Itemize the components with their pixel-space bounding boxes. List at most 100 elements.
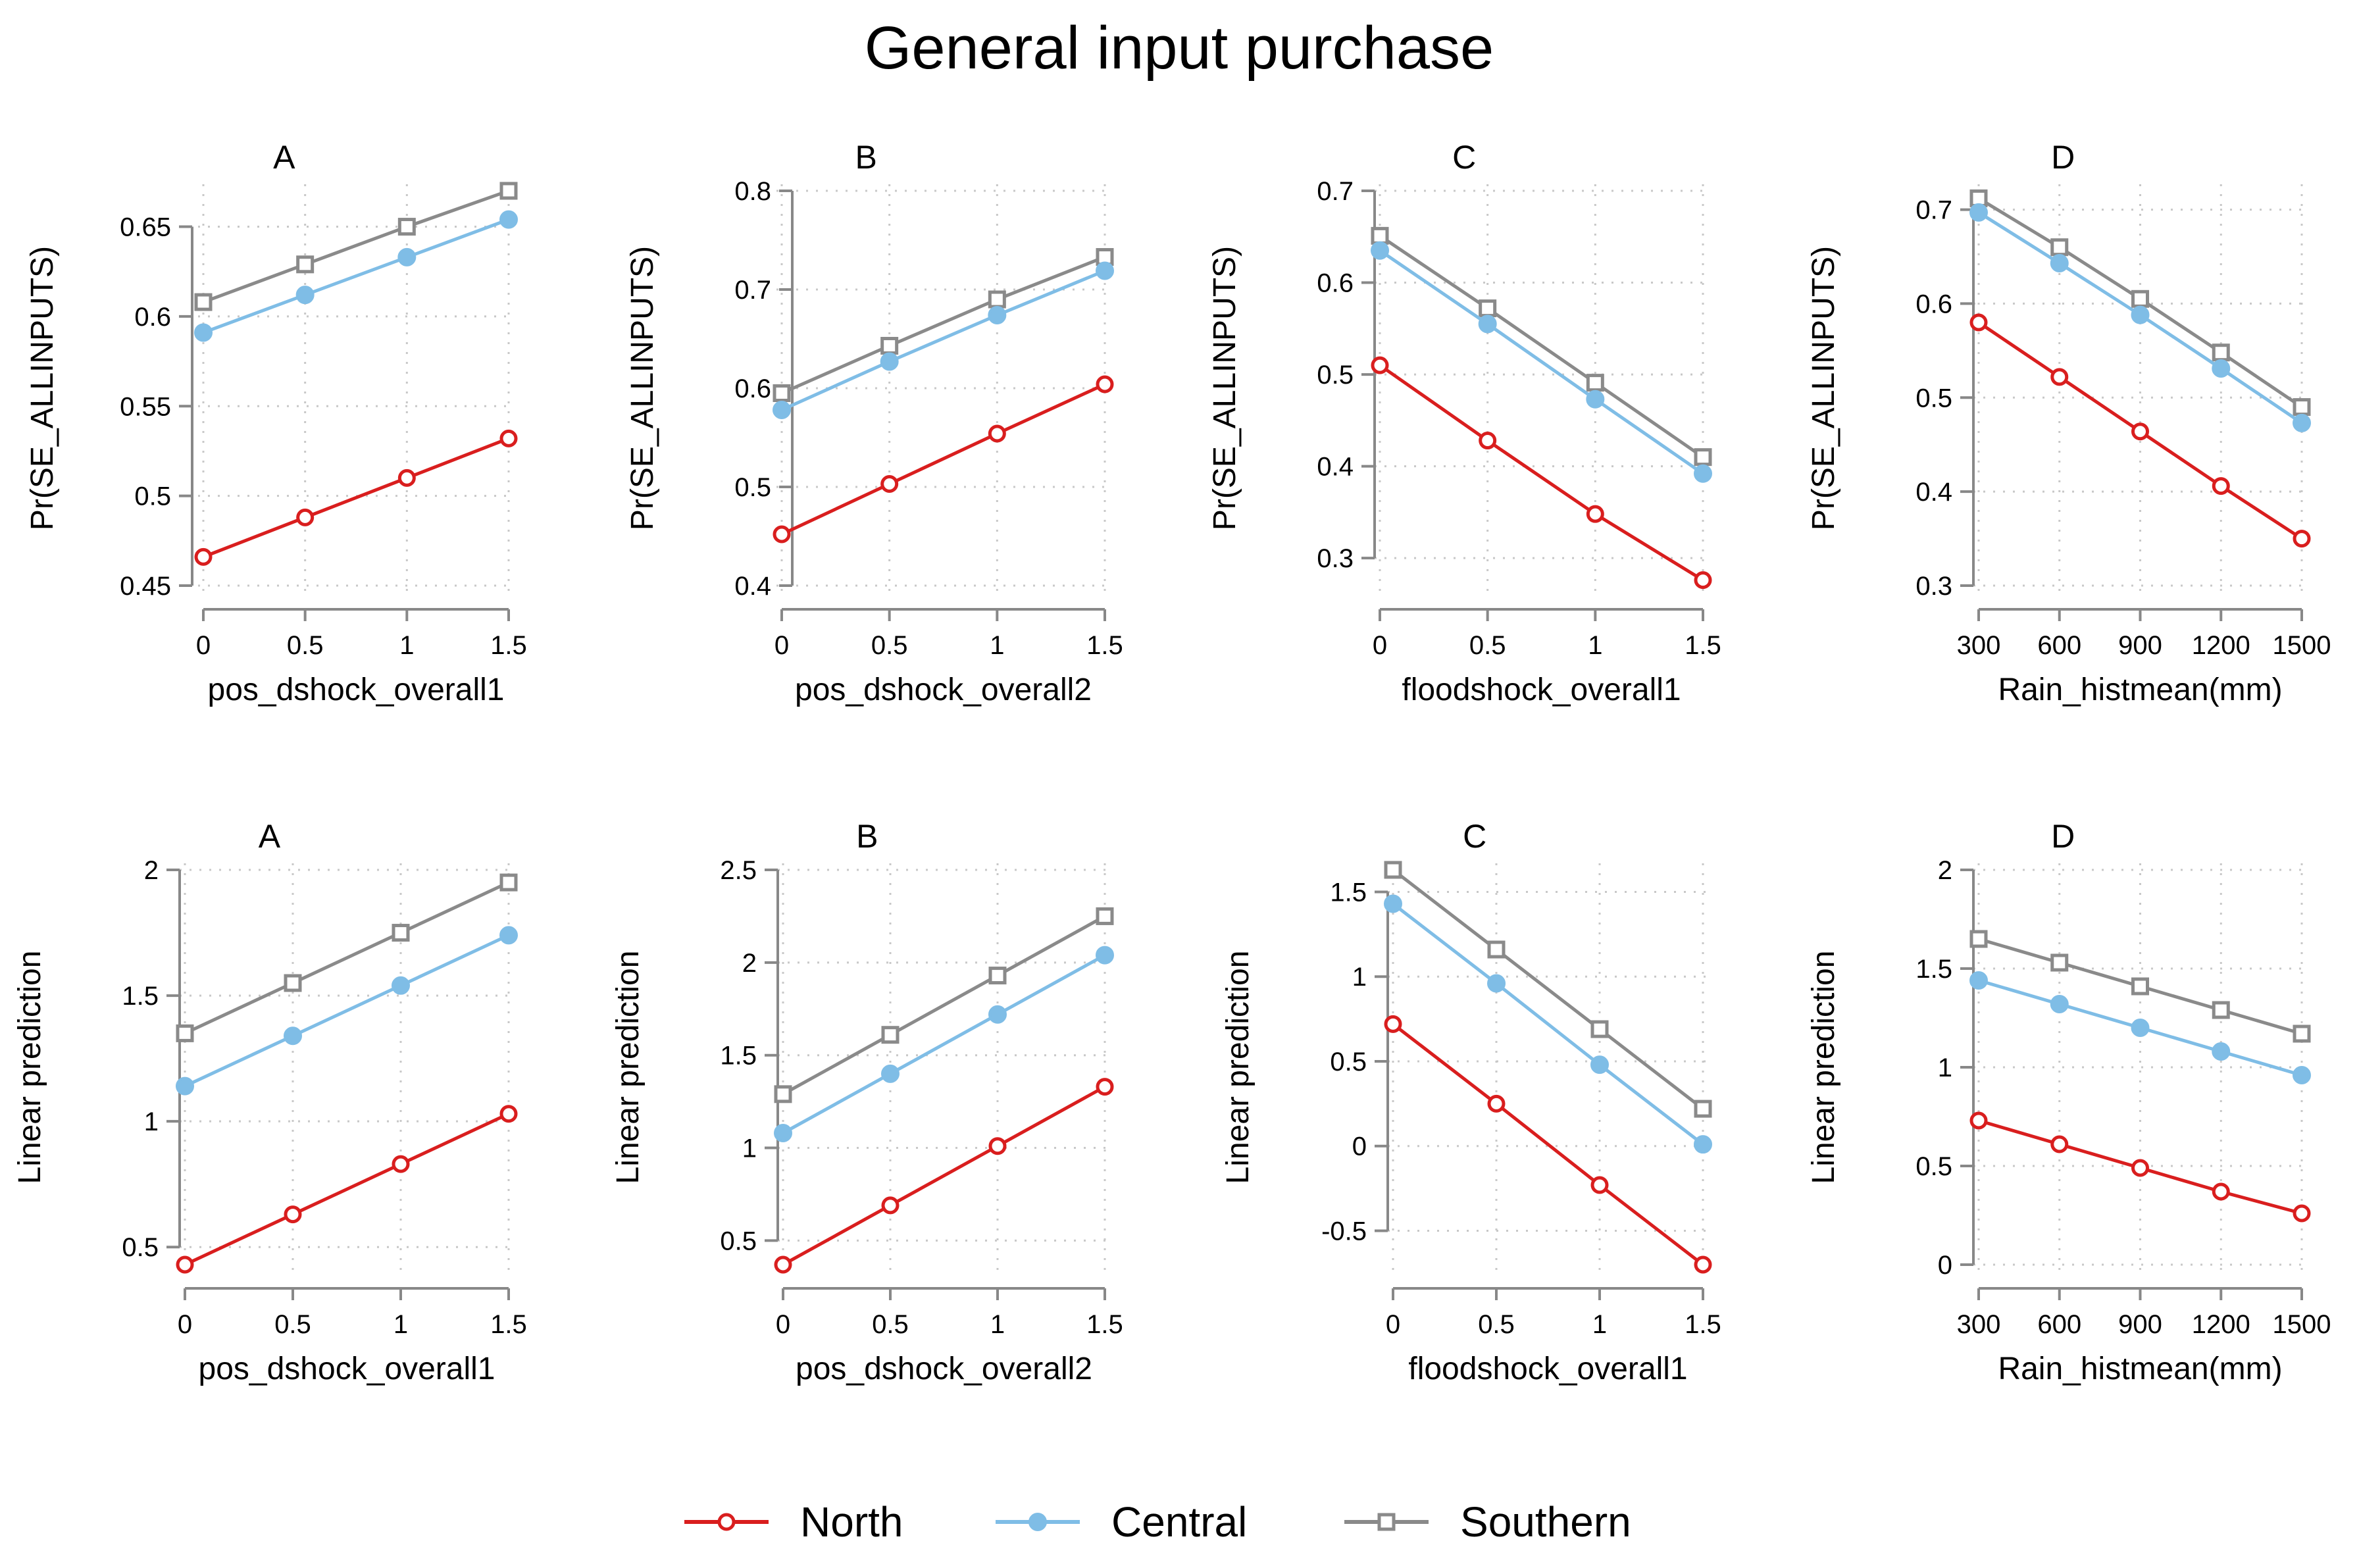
y-tick-label: 0.7 [734, 276, 771, 305]
y-tick-label: 2 [742, 949, 757, 978]
southern-point-2 [2131, 977, 2149, 996]
chart-panel-2: B 0.4 0.5 0.6 0.7 0.8 0 0.5 1 1.5 pos_dshock_overa… [625, 139, 1123, 707]
central-point-0 [176, 1076, 194, 1096]
central-point-1 [295, 286, 315, 305]
southern-point-1 [880, 337, 899, 355]
central-point-3 [1096, 946, 1114, 965]
y-tick-label: 0.3 [1317, 544, 1354, 573]
y-tick-label: 0.5 [720, 1227, 757, 1255]
panel-title: D [2051, 139, 2075, 176]
y-tick-label: 0.5 [1915, 384, 1952, 413]
x-tick-label: 1 [990, 1310, 1005, 1339]
x-tick-label: 1.5 [1685, 1310, 1721, 1339]
southern-point-0 [1384, 861, 1402, 879]
y-tick-label: 0.5 [734, 473, 771, 502]
north-point-1 [2050, 368, 2069, 386]
chart-panel-7: C -0.5 0 0.5 1 1.5 0 0.5 1 1.5 floodshock_overall1… [1221, 818, 1721, 1386]
southern-point-3 [1694, 1100, 1712, 1118]
x-tick-label: 1 [1588, 631, 1602, 660]
north-series-line [203, 437, 509, 559]
x-tick-label: 0.5 [1478, 1310, 1515, 1339]
north-point-4 [2293, 1204, 2311, 1223]
north-point-0 [176, 1255, 194, 1274]
x-tick-label: 0 [178, 1310, 192, 1339]
x-tick-label: 1 [399, 631, 414, 660]
central-point-4 [2293, 413, 2311, 432]
southern-point-3 [2212, 1001, 2230, 1019]
central-point-0 [194, 323, 213, 342]
central-point-0 [1969, 203, 1988, 222]
y-axis-label: Linear prediction [13, 951, 47, 1184]
southern-point-legend [1377, 1513, 1396, 1531]
north-point-1 [880, 475, 899, 493]
y-axis-label: Pr(SE_ALLINPUTS) [1207, 246, 1242, 530]
central-point-legend [1028, 1513, 1047, 1531]
north-point-1 [881, 1196, 900, 1215]
y-axis-label: Linear prediction [611, 951, 646, 1184]
x-tick-label: 300 [1957, 1310, 2001, 1339]
y-tick-label: -0.5 [1321, 1217, 1367, 1246]
x-axis-label: floodshock_overall1 [1402, 672, 1681, 707]
x-tick-label: 0.5 [1469, 631, 1506, 660]
y-tick-label: 0.3 [1915, 572, 1952, 601]
north-point-2 [1586, 505, 1604, 523]
north-point-3 [1694, 571, 1712, 590]
x-tick-label: 0.5 [274, 1310, 311, 1339]
central-point-3 [499, 926, 518, 945]
north-point-0 [194, 547, 213, 566]
x-tick-label: 1200 [2192, 631, 2250, 660]
north-series-line [184, 1112, 510, 1267]
southern-series-line [782, 915, 1106, 1096]
central-point-1 [284, 1026, 302, 1046]
y-axis-label: Pr(SE_ALLINPUTS) [1806, 246, 1841, 530]
central-series-line [184, 934, 510, 1088]
north-point-legend [717, 1513, 736, 1531]
north-point-3 [1694, 1255, 1712, 1274]
x-tick-label: 1 [393, 1310, 408, 1339]
y-tick-label: 0.55 [120, 392, 171, 421]
southern-point-3 [2212, 343, 2230, 362]
chart-panel-5: A 0.5 1 1.5 2 0 0.5 1 1.5 pos_dshock_overall1 Line… [13, 818, 527, 1386]
southern-point-3 [1694, 448, 1712, 467]
north-point-2 [988, 1137, 1007, 1155]
y-tick-label: 1.5 [1915, 955, 1952, 984]
southern-point-4 [2293, 1024, 2311, 1043]
panel-title: B [856, 818, 878, 855]
central-point-0 [1371, 241, 1389, 260]
legend-label-central: Central [1111, 1498, 1247, 1546]
panel-title: C [1452, 139, 1476, 176]
central-point-2 [1586, 390, 1605, 409]
north-point-2 [392, 1155, 410, 1173]
y-axis-label: Pr(SE_ALLINPUTS) [625, 246, 660, 530]
x-tick-label: 0 [776, 1310, 790, 1339]
x-axis-label: pos_dshock_overall2 [796, 1352, 1092, 1386]
y-tick-label: 0.5 [1915, 1152, 1952, 1181]
central-point-0 [1969, 971, 1988, 990]
north-point-3 [1096, 375, 1114, 393]
y-tick-label: 1 [742, 1134, 757, 1163]
north-point-2 [988, 424, 1006, 443]
y-tick-label: 0 [1938, 1251, 1952, 1280]
x-tick-label: 1500 [2273, 1310, 2331, 1339]
central-series-line [782, 953, 1106, 1135]
north-point-0 [773, 525, 791, 544]
y-tick-label: 0.5 [134, 482, 171, 511]
x-tick-label: 0 [1373, 631, 1387, 660]
north-point-3 [499, 429, 518, 447]
y-tick-label: 1 [1938, 1053, 1952, 1082]
x-tick-label: 1.5 [1086, 631, 1123, 660]
north-point-0 [1969, 1111, 1988, 1130]
x-tick-label: 900 [2118, 1310, 2162, 1339]
southern-point-1 [881, 1026, 900, 1044]
central-point-3 [2212, 359, 2231, 378]
y-tick-label: 0.5 [1317, 361, 1354, 390]
southern-point-2 [988, 967, 1007, 985]
x-axis-label: Rain_histmean(mm) [1998, 1352, 2282, 1386]
x-tick-label: 600 [2037, 1310, 2081, 1339]
y-tick-label: 0.8 [734, 177, 771, 206]
x-tick-label: 1500 [2273, 631, 2331, 660]
x-tick-label: 0.5 [871, 631, 908, 660]
panel-title: A [273, 139, 295, 176]
x-tick-label: 1 [1592, 1310, 1607, 1339]
